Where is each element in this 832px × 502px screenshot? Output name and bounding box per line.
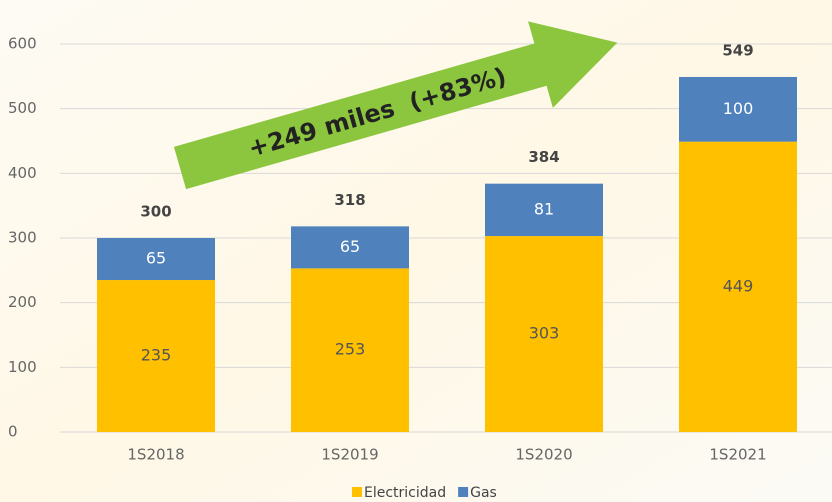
value-label: 65 xyxy=(340,237,360,256)
legend-label: Electricidad xyxy=(364,485,446,501)
total-label: 300 xyxy=(140,203,171,221)
total-label: 549 xyxy=(722,41,753,59)
legend-swatch xyxy=(458,487,469,497)
y-tick-label: 300 xyxy=(8,229,37,247)
x-tick-label: 1S2021 xyxy=(709,446,766,464)
y-tick-label: 500 xyxy=(8,99,37,117)
value-label: 253 xyxy=(335,340,366,359)
y-tick-label: 0 xyxy=(8,423,18,441)
total-label: 318 xyxy=(334,191,365,209)
x-tick-label: 1S2019 xyxy=(321,446,378,464)
y-tick-label: 600 xyxy=(8,35,37,53)
value-label: 235 xyxy=(141,346,172,365)
bar-segment xyxy=(679,76,797,142)
bar-segment xyxy=(97,238,215,281)
arrow-shape xyxy=(173,21,618,190)
bar-segment xyxy=(679,141,797,432)
value-label: 81 xyxy=(534,199,554,218)
y-tick-label: 100 xyxy=(8,358,37,376)
bar-segment xyxy=(485,236,603,432)
bar-segment xyxy=(291,226,409,269)
bar-segment xyxy=(97,280,215,432)
x-tick-label: 1S2020 xyxy=(515,446,572,464)
value-label: 303 xyxy=(529,324,560,343)
value-label: 449 xyxy=(723,276,754,295)
bar-segment xyxy=(485,183,603,237)
plot-area: 0 100 200 300 400 500 600 1S2018 235 65 300 1S2019 2… xyxy=(8,35,832,501)
x-tick-label: 1S2018 xyxy=(127,446,184,464)
legend-label: Gas xyxy=(470,485,497,501)
y-tick-label: 400 xyxy=(8,164,37,182)
y-tick-label: 200 xyxy=(8,293,37,311)
total-label: 384 xyxy=(528,148,559,166)
legend-swatch xyxy=(352,487,362,497)
value-label: 65 xyxy=(146,249,166,268)
value-label: 100 xyxy=(723,99,754,118)
bar-segment xyxy=(291,268,409,432)
